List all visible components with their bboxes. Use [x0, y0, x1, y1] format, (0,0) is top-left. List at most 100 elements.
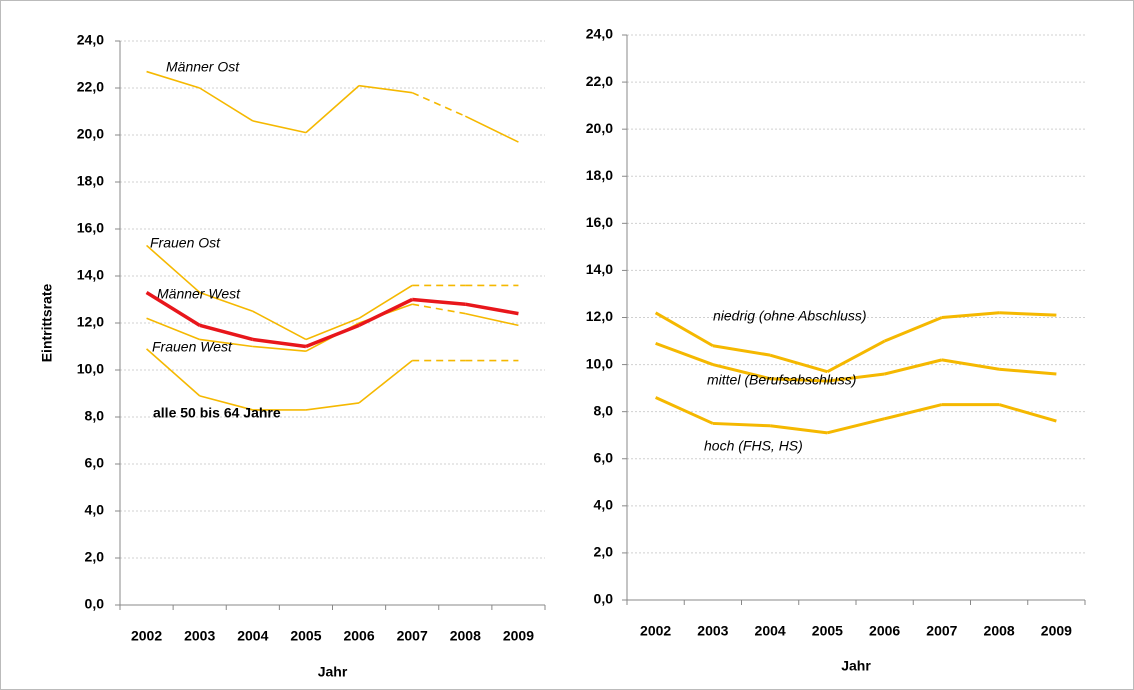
line-segment [884, 316, 943, 343]
y-tick-label: 2,0 [594, 544, 614, 560]
y-tick-label: 20,0 [77, 126, 104, 142]
x-tick-label: 2009 [1041, 623, 1072, 639]
line-segment [712, 421, 771, 428]
line-segment [827, 417, 885, 435]
y-tick-label: 18,0 [586, 167, 613, 183]
y-tick-label: 4,0 [594, 497, 614, 513]
y-tick-label: 24,0 [586, 26, 613, 42]
series-label: Männer Ost [166, 59, 240, 75]
line-segment [305, 317, 360, 341]
line-segment [464, 115, 519, 143]
x-tick-label: 2006 [869, 623, 900, 639]
line-segment [146, 317, 200, 341]
line-segment [252, 120, 307, 134]
y-tick-label: 22,0 [586, 73, 613, 89]
x-axis-label: Jahr [318, 664, 348, 680]
y-tick-label: 2,0 [85, 549, 105, 565]
series-label: alle 50 bis 64 Jahre [153, 405, 281, 421]
y-tick-label: 14,0 [586, 261, 613, 277]
line-segment [465, 302, 519, 316]
y-tick-label: 20,0 [586, 120, 613, 136]
line-segment [146, 244, 201, 294]
line-segment [199, 338, 253, 348]
y-tick-label: 8,0 [85, 408, 105, 424]
y-tick-label: 10,0 [586, 355, 613, 371]
line-segment [199, 395, 254, 411]
line-segment [998, 403, 1057, 423]
y-tick-label: 0,0 [85, 596, 105, 612]
y-tick-label: 10,0 [77, 361, 104, 377]
y-tick-label: 16,0 [586, 214, 613, 230]
x-tick-label: 2008 [450, 628, 481, 644]
x-tick-label: 2004 [237, 628, 268, 644]
x-tick-label: 2003 [697, 623, 728, 639]
line-segment [199, 323, 254, 342]
line-segment [305, 323, 360, 349]
y-tick-label: 18,0 [77, 173, 104, 189]
x-tick-label: 2005 [290, 628, 321, 644]
line-segment [252, 345, 307, 352]
line-segment [999, 367, 1057, 376]
y-tick-label: 16,0 [77, 220, 104, 236]
line-segment [358, 84, 413, 94]
y-axis-label: Eintrittsrate [39, 284, 55, 363]
x-tick-label: 2002 [640, 623, 671, 639]
series-label: niedrig (ohne Abschluss) [713, 308, 867, 324]
line-segment [199, 87, 254, 122]
series-label: hoch (FHS, HS) [704, 438, 803, 454]
line-segment [884, 403, 943, 421]
y-tick-label: 6,0 [594, 449, 614, 465]
line-segment [305, 402, 360, 411]
y-tick-label: 6,0 [85, 455, 105, 471]
line-segment [826, 339, 886, 373]
line-segment [884, 358, 943, 376]
y-tick-label: 24,0 [77, 32, 104, 48]
line-segment [199, 291, 254, 313]
line-segment [655, 341, 714, 366]
line-segment [770, 377, 828, 383]
x-tick-label: 2007 [926, 623, 957, 639]
x-tick-label: 2003 [184, 628, 215, 644]
x-tick-label: 2005 [812, 623, 843, 639]
line-segment [146, 348, 201, 397]
series-label: Frauen West [152, 339, 233, 355]
x-tick-label: 2006 [343, 628, 374, 644]
line-segment [358, 359, 413, 404]
line-segment [305, 85, 360, 134]
x-axis-label: Jahr [841, 658, 871, 674]
y-tick-label: 12,0 [586, 308, 613, 324]
line-segment [999, 311, 1057, 317]
y-tick-label: 4,0 [85, 502, 105, 518]
line-segment [358, 284, 413, 319]
line-segment [145, 290, 201, 327]
line-segment [654, 311, 714, 348]
line-segment [146, 70, 200, 89]
line-segment [712, 363, 771, 381]
line-segment [655, 396, 714, 425]
line-segment [252, 337, 307, 349]
x-tick-label: 2002 [131, 628, 162, 644]
y-tick-label: 8,0 [594, 402, 614, 418]
x-tick-label: 2009 [503, 628, 534, 644]
line-segment [412, 303, 466, 315]
line-segment [411, 91, 466, 117]
line-segment [252, 310, 307, 341]
line-segment [465, 312, 519, 327]
x-tick-label: 2004 [755, 623, 786, 639]
line-segment [712, 344, 771, 357]
series-label: Männer West [157, 286, 241, 302]
x-tick-label: 2007 [397, 628, 428, 644]
line-segment [941, 311, 1000, 319]
line-segment [769, 424, 828, 435]
series-label: mittel (Berufsabschluss) [707, 372, 856, 388]
line-segment [769, 353, 828, 374]
y-tick-label: 12,0 [77, 314, 104, 330]
series-label: Frauen Ost [150, 235, 221, 251]
y-tick-label: 14,0 [77, 267, 104, 283]
x-tick-label: 2008 [984, 623, 1015, 639]
y-tick-label: 22,0 [77, 79, 104, 95]
line-segment [941, 358, 1000, 371]
line-segment [827, 372, 885, 383]
